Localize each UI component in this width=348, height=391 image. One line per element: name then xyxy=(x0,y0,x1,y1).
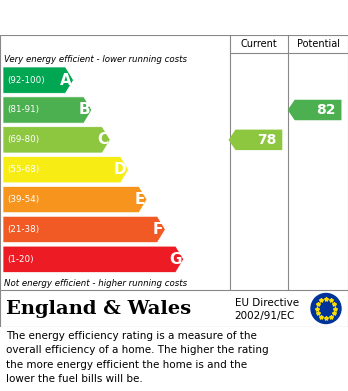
Text: (55-68): (55-68) xyxy=(7,165,39,174)
Text: E: E xyxy=(135,192,145,207)
Polygon shape xyxy=(288,100,341,120)
Text: (69-80): (69-80) xyxy=(7,135,39,144)
Polygon shape xyxy=(3,156,128,183)
Text: 2002/91/EC: 2002/91/EC xyxy=(235,311,295,321)
Text: EU Directive: EU Directive xyxy=(235,298,299,308)
Polygon shape xyxy=(3,187,147,213)
Text: B: B xyxy=(78,102,90,117)
Text: D: D xyxy=(114,162,127,177)
Text: (21-38): (21-38) xyxy=(7,225,39,234)
Text: Potential: Potential xyxy=(296,39,340,49)
Text: C: C xyxy=(97,132,108,147)
Polygon shape xyxy=(3,216,165,242)
Text: 82: 82 xyxy=(317,103,336,117)
Text: (1-20): (1-20) xyxy=(7,255,34,264)
Polygon shape xyxy=(3,67,73,93)
Text: (39-54): (39-54) xyxy=(7,195,39,204)
Text: F: F xyxy=(153,222,163,237)
Text: Current: Current xyxy=(240,39,277,49)
Text: 78: 78 xyxy=(258,133,277,147)
Text: The energy efficiency rating is a measure of the
overall efficiency of a home. T: The energy efficiency rating is a measur… xyxy=(6,331,269,384)
Circle shape xyxy=(311,294,341,323)
Text: Energy Efficiency Rating: Energy Efficiency Rating xyxy=(9,9,249,27)
Polygon shape xyxy=(3,246,184,273)
Text: England & Wales: England & Wales xyxy=(6,300,191,317)
Text: G: G xyxy=(169,252,182,267)
Text: (92-100): (92-100) xyxy=(7,75,45,84)
Polygon shape xyxy=(3,97,92,123)
Polygon shape xyxy=(3,127,110,153)
Text: Very energy efficient - lower running costs: Very energy efficient - lower running co… xyxy=(4,56,187,65)
Text: A: A xyxy=(60,73,71,88)
Text: (81-91): (81-91) xyxy=(7,106,39,115)
Text: Not energy efficient - higher running costs: Not energy efficient - higher running co… xyxy=(4,278,187,287)
Polygon shape xyxy=(229,129,282,150)
